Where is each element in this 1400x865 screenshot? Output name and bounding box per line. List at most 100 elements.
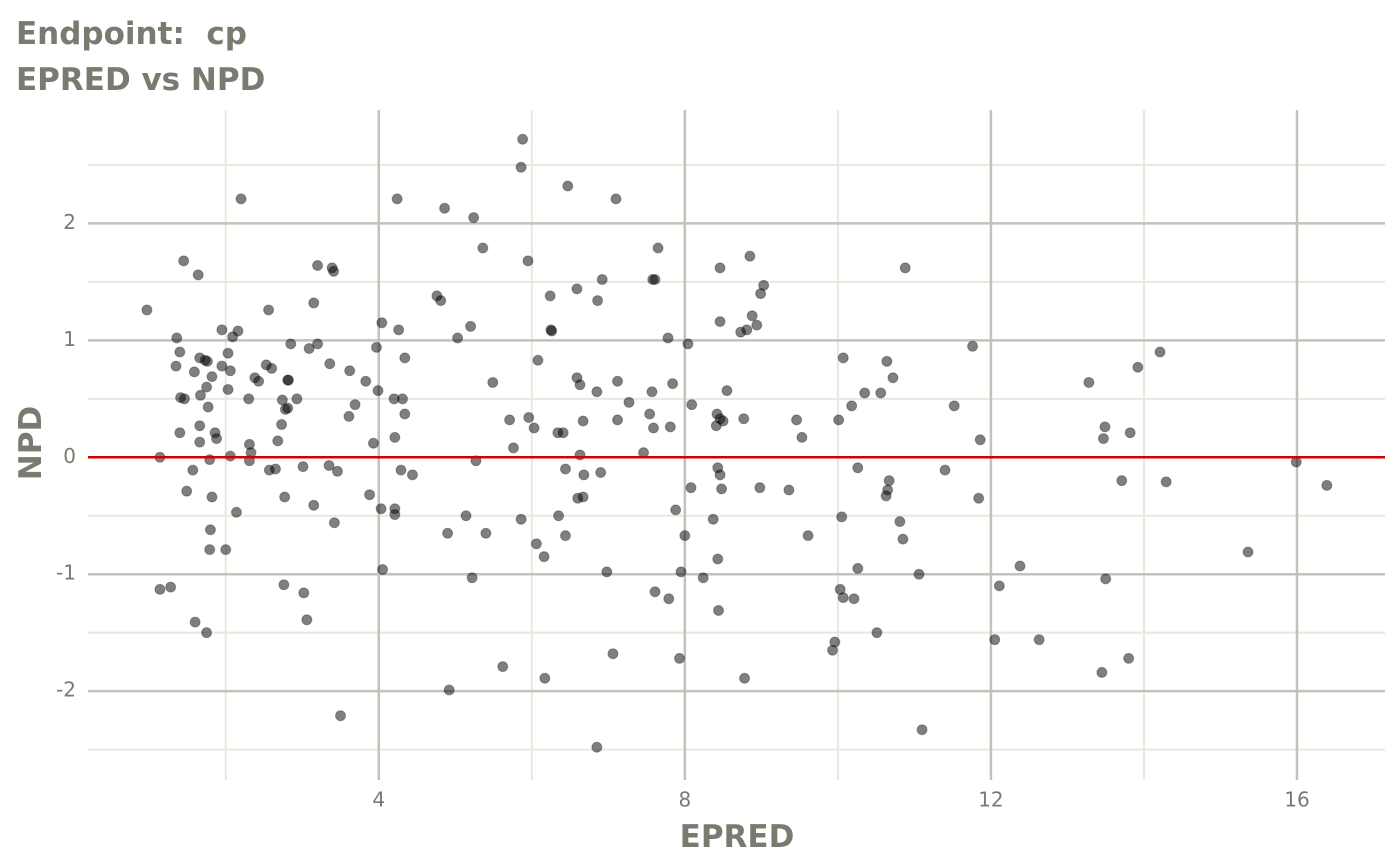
point [206, 371, 218, 383]
point [206, 491, 218, 503]
point [282, 402, 294, 414]
point [532, 354, 544, 366]
x-tick-label: 8 [678, 788, 691, 812]
point [754, 482, 766, 494]
point [738, 413, 750, 425]
point [201, 627, 213, 639]
point [389, 509, 401, 521]
point [278, 579, 290, 591]
point [376, 317, 388, 329]
point [266, 362, 278, 374]
point [1124, 427, 1136, 439]
point [685, 482, 697, 494]
point [344, 365, 356, 377]
point [298, 587, 310, 599]
point [530, 538, 542, 550]
point [649, 274, 661, 286]
point [224, 365, 236, 377]
y-tick-label: 2 [63, 210, 76, 234]
point [276, 419, 288, 431]
point [574, 379, 586, 391]
point [301, 614, 313, 626]
point [189, 616, 201, 628]
point [1099, 421, 1111, 433]
point [717, 415, 729, 427]
point [477, 242, 489, 254]
x-tick-label: 16 [1284, 788, 1309, 812]
point [343, 410, 355, 422]
point [222, 383, 234, 395]
point [192, 269, 204, 281]
point [758, 279, 770, 291]
point [577, 491, 589, 503]
point [272, 435, 284, 447]
point [612, 375, 624, 387]
point [596, 274, 608, 286]
point [312, 260, 324, 272]
point [201, 381, 213, 393]
point [974, 434, 986, 446]
point [829, 636, 841, 648]
point [460, 510, 472, 522]
point [396, 393, 408, 405]
point [746, 310, 758, 322]
point [393, 324, 405, 336]
point [487, 376, 499, 388]
point [744, 250, 756, 262]
point [846, 400, 858, 412]
point [673, 652, 685, 664]
point [308, 297, 320, 309]
point [442, 527, 454, 539]
point [739, 672, 751, 684]
point [222, 347, 234, 359]
point [507, 442, 519, 454]
point [328, 517, 340, 529]
point [697, 572, 709, 584]
point [675, 566, 687, 578]
point [522, 255, 534, 267]
point [323, 459, 335, 471]
point [1014, 560, 1026, 572]
point [557, 427, 569, 439]
point [204, 544, 216, 556]
point [220, 544, 232, 556]
point [871, 627, 883, 639]
point [649, 586, 661, 598]
point [201, 355, 213, 367]
y-axis-title: NPD [13, 406, 49, 480]
y-tick-label: 1 [63, 327, 76, 351]
point [859, 387, 871, 399]
point [312, 338, 324, 350]
point [391, 193, 403, 205]
point [783, 484, 795, 496]
point [852, 462, 864, 474]
point [324, 358, 336, 370]
point [1242, 546, 1254, 558]
point [1321, 479, 1333, 491]
x-tick-label: 4 [372, 788, 385, 812]
point [595, 466, 607, 478]
point [443, 684, 455, 696]
point [181, 485, 193, 497]
point [578, 469, 590, 481]
point [993, 580, 1005, 592]
point [939, 464, 951, 476]
point [1096, 666, 1108, 678]
point [714, 262, 726, 274]
point [269, 463, 281, 475]
point [1132, 361, 1144, 373]
point [591, 741, 603, 753]
point [188, 366, 200, 378]
point [204, 524, 216, 536]
point [364, 489, 376, 501]
point [377, 564, 389, 576]
point [610, 193, 622, 205]
point [435, 295, 447, 307]
point [881, 355, 893, 367]
point [1154, 346, 1166, 358]
point [667, 378, 679, 390]
point [707, 513, 719, 525]
point [897, 533, 909, 545]
point [721, 385, 733, 397]
point [141, 304, 153, 316]
